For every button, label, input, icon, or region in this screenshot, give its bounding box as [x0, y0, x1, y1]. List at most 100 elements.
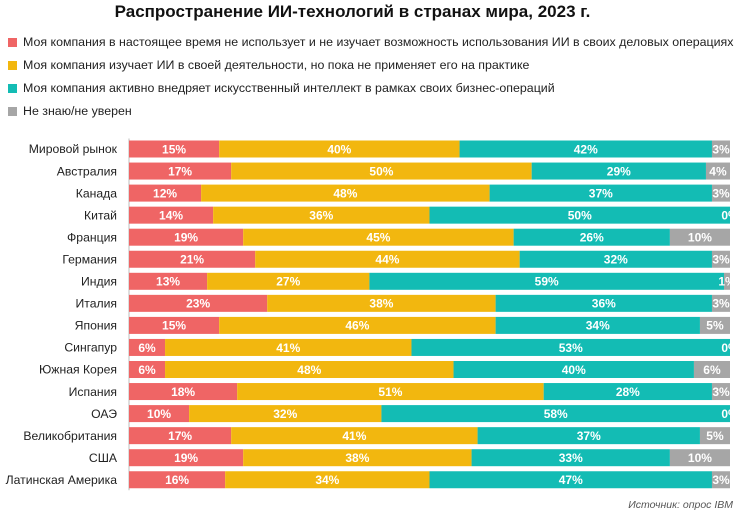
legend-item-not-using: Моя компания в настоящее время не исполь… [8, 33, 733, 51]
bar-segment [711, 294, 730, 312]
bar-segment [219, 316, 496, 334]
data-label: 29% [607, 164, 631, 178]
legend-swatch-yellow [8, 60, 17, 70]
data-label: 3% [712, 297, 730, 311]
bar-segment [129, 449, 244, 467]
data-label: 0% [721, 341, 739, 355]
bar-segment [669, 449, 730, 467]
bar-segment [711, 471, 730, 489]
data-label: 3% [712, 142, 730, 156]
bar-segment [129, 294, 268, 312]
category-label: Канада [76, 186, 117, 200]
bar-segment [543, 383, 712, 401]
data-label: 6% [138, 341, 156, 355]
category-label: Южная Корея [39, 363, 117, 377]
data-label: 17% [168, 429, 192, 443]
data-label: 17% [168, 164, 192, 178]
category-label: Латинская Америка [6, 473, 118, 487]
data-label: 19% [174, 231, 198, 245]
data-label: 59% [535, 275, 559, 289]
data-label: 46% [345, 319, 369, 333]
bar-segment [213, 206, 430, 224]
chart-title: Распространение ИИ-технологий в странах … [114, 2, 591, 21]
data-label: 3% [712, 186, 730, 200]
bar-segment [711, 184, 730, 202]
category-label: Мировой рынок [29, 142, 118, 156]
bar-segment [129, 272, 208, 290]
bar-segment [129, 338, 166, 356]
data-label: 0% [721, 208, 739, 222]
bar-segment [693, 361, 730, 378]
data-label: 33% [559, 451, 583, 465]
legend-label: Моя компания изучает ИИ в своей деятельн… [23, 58, 530, 72]
data-label: 32% [273, 407, 297, 421]
bar-segment [129, 471, 226, 489]
bar-segment [129, 361, 166, 378]
legend-swatch-teal [8, 83, 17, 93]
category-label: Италия [75, 297, 117, 311]
bar-segment [129, 184, 202, 202]
data-label: 44% [375, 253, 399, 267]
data-label: 32% [604, 253, 628, 267]
data-label: 41% [276, 341, 300, 355]
category-label: Япония [75, 319, 117, 333]
bar-segment [705, 162, 730, 180]
bar-segment [129, 162, 232, 180]
data-label: 51% [378, 385, 402, 399]
category-label: ОАЭ [91, 407, 117, 421]
bar-segment [429, 471, 712, 489]
data-label: 34% [586, 319, 610, 333]
bar-segment [129, 206, 214, 224]
data-label: 40% [327, 142, 351, 156]
bar-segment [711, 140, 730, 158]
legend-label: Не знаю/не уверен [23, 104, 132, 118]
bar-segment [513, 228, 670, 246]
data-label: 3% [712, 473, 730, 487]
data-label: 48% [297, 363, 321, 377]
bar-segment [369, 272, 724, 290]
data-label: 6% [138, 363, 156, 377]
legend-label: Моя компания в настоящее время не исполь… [23, 35, 734, 49]
data-label: 18% [171, 385, 195, 399]
bar-segment [711, 250, 730, 268]
category-label: Сингапур [64, 341, 117, 355]
bar-segment [381, 405, 730, 423]
bar-segment [129, 405, 190, 423]
bar-segment [495, 316, 700, 334]
legend-swatch-gray [8, 106, 17, 116]
data-label: 5% [706, 319, 724, 333]
data-label: 3% [712, 253, 730, 267]
data-label: 1% [718, 275, 736, 289]
data-label: 34% [315, 473, 339, 487]
data-label: 21% [180, 253, 204, 267]
data-label: 42% [574, 142, 598, 156]
data-label: 10% [147, 407, 171, 421]
bar-segment [669, 228, 730, 246]
data-label: 37% [577, 429, 601, 443]
bar-segment [267, 294, 496, 312]
data-label: 36% [309, 208, 333, 222]
data-label: 12% [153, 186, 177, 200]
bar-segment [243, 228, 514, 246]
category-label: Великобритания [23, 429, 117, 443]
data-label: 50% [568, 208, 592, 222]
bar-segment [411, 338, 730, 356]
bar-segment [129, 427, 232, 445]
bar-segment [255, 250, 520, 268]
bar-segment [243, 449, 472, 467]
bar-segment [165, 338, 412, 356]
data-label: 5% [706, 429, 724, 443]
data-label: 58% [544, 407, 568, 421]
data-label: 15% [162, 319, 186, 333]
data-label: 16% [165, 473, 189, 487]
bar-segment [711, 383, 730, 401]
bar-segment [519, 250, 712, 268]
data-label: 28% [616, 385, 640, 399]
category-label: Китай [84, 208, 117, 222]
bars-group: 15% 40% 42% 3% 17% 50% 29% 4% 12% 48% 37% 3% 14% 36% 5… [129, 140, 739, 489]
bar-segment [129, 383, 238, 401]
data-label: 45% [366, 231, 390, 245]
bar-segment [189, 405, 382, 423]
data-label: 14% [159, 208, 183, 222]
